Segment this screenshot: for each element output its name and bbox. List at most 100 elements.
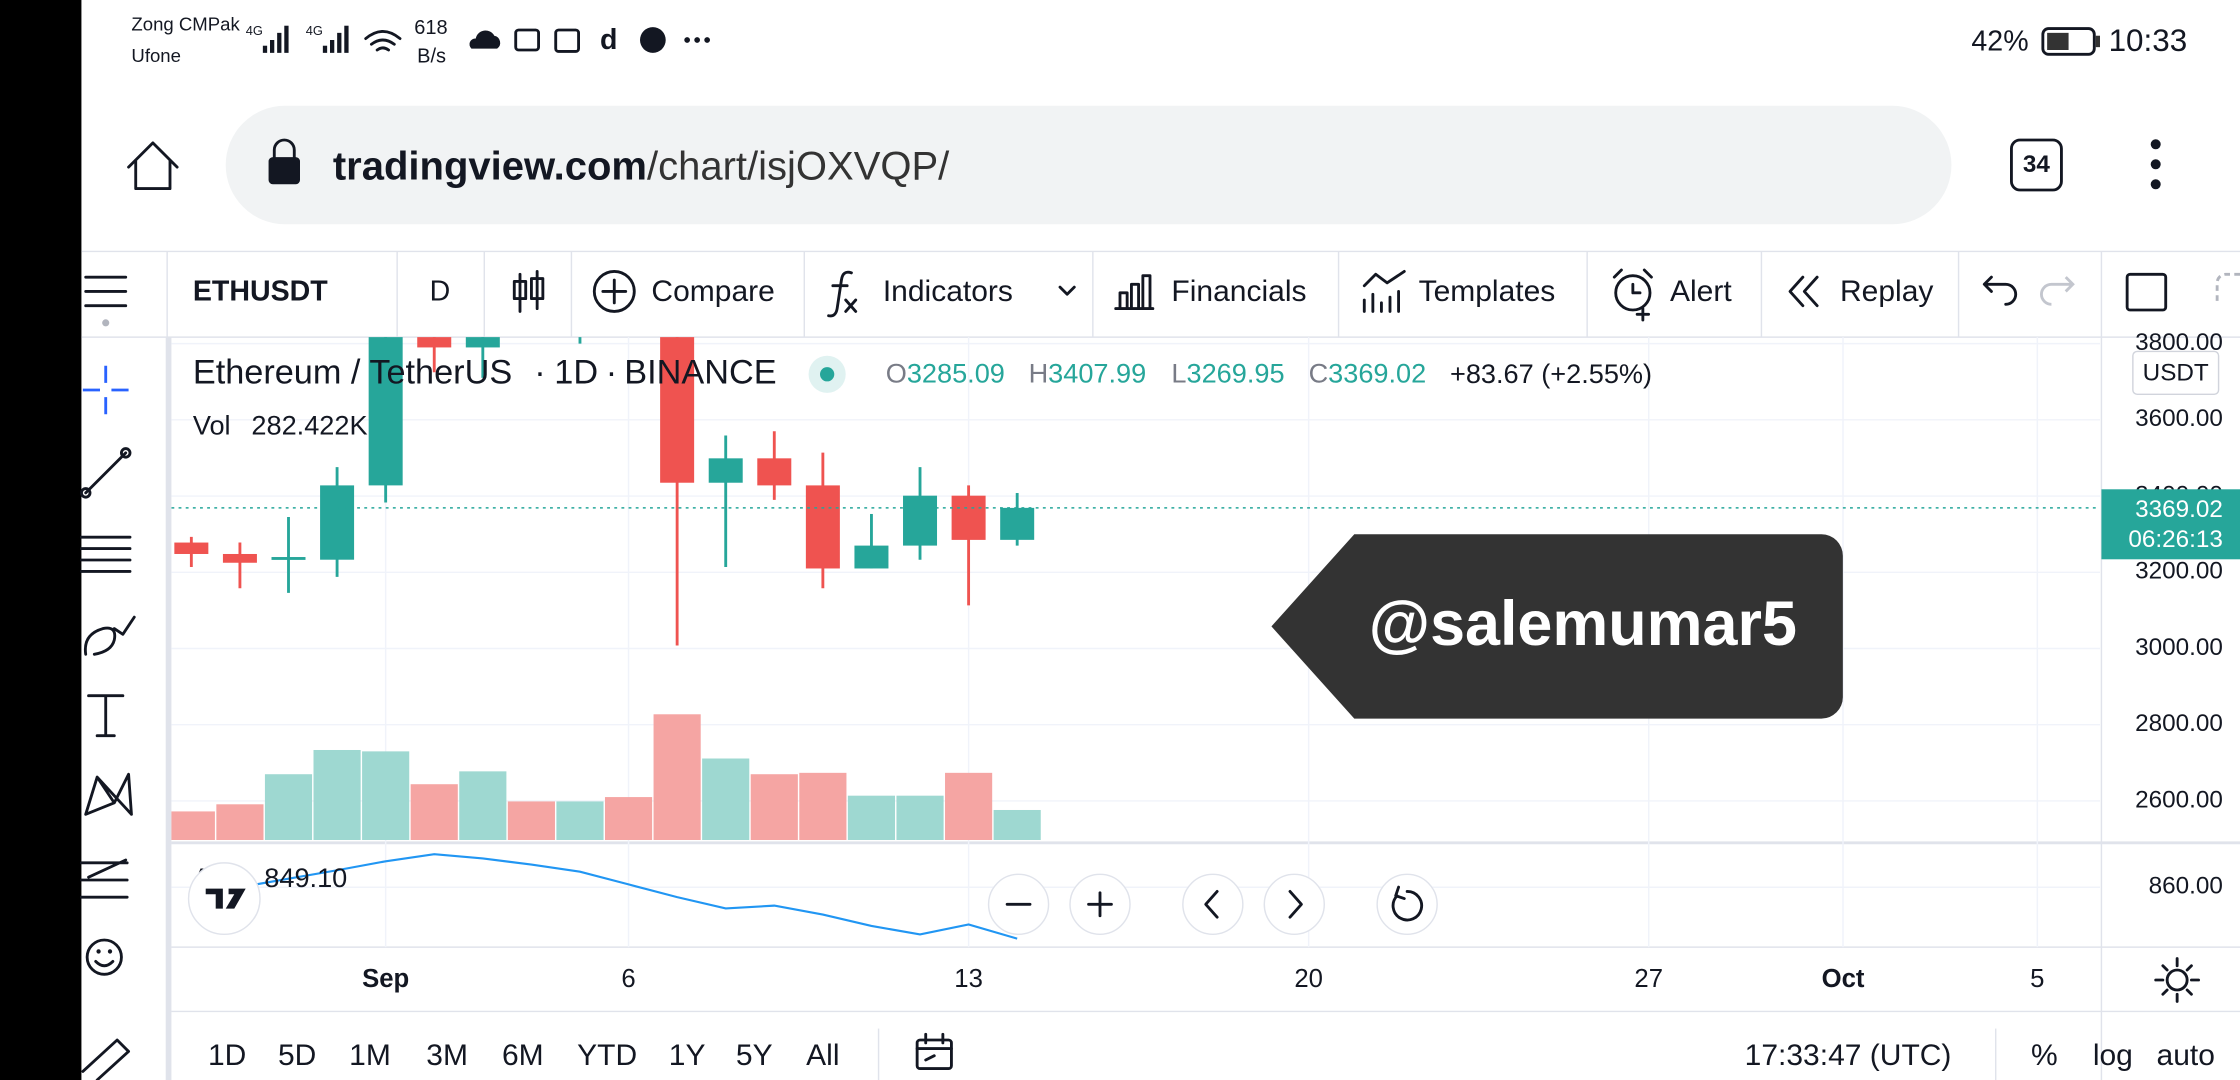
- browser-bar-part: [2150, 179, 2161, 190]
- chart-controls-part-part[interactable]: [1182, 873, 1244, 935]
- drawing-toolbar-part[interactable]: [84, 451, 128, 495]
- status-bar-part: Ufone: [131, 45, 181, 66]
- home-button[interactable]: [127, 141, 179, 190]
- x-tick-label: 13: [954, 965, 983, 993]
- drawing-toolbar-part[interactable]: [87, 694, 125, 738]
- volume-bar: [171, 811, 215, 840]
- drawing-toolbar-part[interactable]: [85, 938, 123, 976]
- status-bar-part: [640, 27, 666, 53]
- url-part[interactable]: tradingview.com: [333, 144, 647, 188]
- chart-toolbar-part[interactable]: Alert: [1670, 275, 1732, 308]
- chart-controls-part-part[interactable]: [1376, 873, 1438, 935]
- chart-toolbar-part: [2040, 276, 2075, 306]
- y-tick-label: 2800.00: [2135, 710, 2223, 737]
- status-bar-part-part: [277, 32, 282, 53]
- chart-toolbar-part[interactable]: Indicators: [883, 275, 1013, 308]
- drawing-toolbar-part: [80, 487, 92, 499]
- chart-toolbar-part[interactable]: Templates: [1419, 275, 1556, 308]
- range-button[interactable]: 1D: [208, 1039, 246, 1072]
- y-tick-label: 3600.00: [2135, 405, 2223, 432]
- url-bar[interactable]: [225, 105, 1952, 225]
- chart-toolbar-part[interactable]: Compare: [651, 275, 774, 308]
- axes: 2600.002800.003000.003200.003400.003600.…: [362, 329, 2223, 993]
- browser-bar-part: 34: [2023, 151, 2050, 178]
- candle-body: [271, 557, 306, 560]
- watermark: @salemumar5: [1271, 534, 1843, 719]
- drawing-toolbar-part[interactable]: [83, 615, 136, 656]
- bottom-bar-part[interactable]: log: [2093, 1039, 2133, 1072]
- range-button[interactable]: 6M: [502, 1039, 544, 1072]
- chart-toolbar-part: [1362, 270, 1406, 313]
- chart-toolbar-part[interactable]: D: [430, 275, 451, 307]
- ohlc-prefix: L: [1171, 358, 1186, 389]
- range-button[interactable]: YTD: [577, 1039, 637, 1072]
- chart-toolbar-part[interactable]: Replay: [1840, 275, 1933, 308]
- candle-body: [805, 485, 840, 569]
- chart-toolbar-part: [1612, 268, 1653, 322]
- status-bar-part: [694, 37, 700, 43]
- volume-bar: [847, 795, 896, 840]
- bottom-bar-part[interactable]: auto: [2157, 1039, 2215, 1072]
- chart-legend-part: +83.67 (+2.55%): [1450, 358, 1652, 389]
- chart-toolbar-part[interactable]: ETHUSDT: [193, 275, 328, 307]
- currency-badge-part[interactable]: [2132, 350, 2220, 396]
- status-bar-part-part: [322, 45, 328, 53]
- status-bar-part: [2095, 35, 2100, 48]
- left-black-strip: [0, 0, 82, 1080]
- drawing-toolbar-part[interactable]: [84, 772, 133, 816]
- y-tick-label: 2600.00: [2135, 786, 2223, 813]
- chart-controls: [187, 862, 1438, 935]
- chart-controls-part-part[interactable]: [1263, 873, 1325, 935]
- volume-bar: [313, 749, 361, 840]
- drawing-toolbar-part[interactable]: [82, 365, 129, 415]
- candle-body: [708, 458, 743, 483]
- chart-controls-part[interactable]: [987, 873, 1438, 935]
- url-part[interactable]: /chart/isjOXVQP/: [647, 144, 950, 188]
- range-button[interactable]: All: [806, 1039, 839, 1072]
- status-bar-part: [684, 37, 690, 43]
- status-bar-part-part: [344, 25, 349, 53]
- bottom-bar: 17:33:47 (UTC) % log auto 1D 5D 1M 3M 6M YTD 1…: [208, 1028, 2215, 1080]
- status-bar-part: [262, 25, 289, 53]
- ohlc-value: 3369.02: [1328, 358, 1426, 389]
- volume-bar: [945, 772, 993, 840]
- drawing-toolbar-part: [94, 960, 115, 968]
- chart-toolbar-part: [1614, 274, 1652, 312]
- chart-legend-part: 282.422K: [251, 409, 367, 440]
- bottom-bar-part[interactable]: %: [2031, 1039, 2058, 1072]
- status-bar-part: [554, 28, 580, 53]
- status-bar-part: 4G: [306, 23, 323, 38]
- chart-controls-part-part[interactable]: [1087, 891, 1113, 918]
- settings-icon[interactable]: [2154, 957, 2200, 1003]
- currency-badge-part[interactable]: USDT: [2143, 360, 2209, 387]
- adl-line: [191, 853, 1018, 940]
- chart-controls-part[interactable]: [187, 862, 261, 935]
- chart-toolbar-part: [1114, 274, 1155, 310]
- chart-toolbar-part[interactable]: Financials: [1171, 275, 1306, 308]
- chart-controls-part-part[interactable]: [1288, 890, 1303, 919]
- range-button[interactable]: 1M: [349, 1039, 391, 1072]
- status-bar-part: [704, 37, 710, 43]
- chart-controls-part-part[interactable]: [1391, 885, 1424, 922]
- url[interactable]: tradingview.com/chart/isjOXVQP/: [333, 144, 950, 188]
- range-button[interactable]: 5Y: [736, 1039, 773, 1072]
- ohlc-prefix: O: [886, 358, 907, 389]
- ohlc-prefix: C: [1309, 358, 1329, 389]
- range-button[interactable]: 5D: [278, 1039, 316, 1072]
- price-box: [2101, 489, 2240, 560]
- x-tick-label: 6: [621, 965, 635, 993]
- range-button[interactable]: 3M: [426, 1039, 468, 1072]
- tabs-button[interactable]: [2010, 138, 2063, 192]
- status-bar-part: B/s: [417, 45, 446, 67]
- candle-body: [222, 553, 257, 563]
- range-button[interactable]: 1Y: [669, 1039, 706, 1072]
- bottom-bar-part[interactable]: [915, 1038, 953, 1070]
- drawing-toolbar-part[interactable]: [80, 535, 132, 573]
- chart-controls-part-part[interactable]: [1204, 890, 1219, 919]
- settings-icon[interactable]: [2165, 968, 2189, 992]
- currency-badge[interactable]: USDT: [2132, 350, 2220, 396]
- drawing-toolbar-part[interactable]: [80, 858, 129, 899]
